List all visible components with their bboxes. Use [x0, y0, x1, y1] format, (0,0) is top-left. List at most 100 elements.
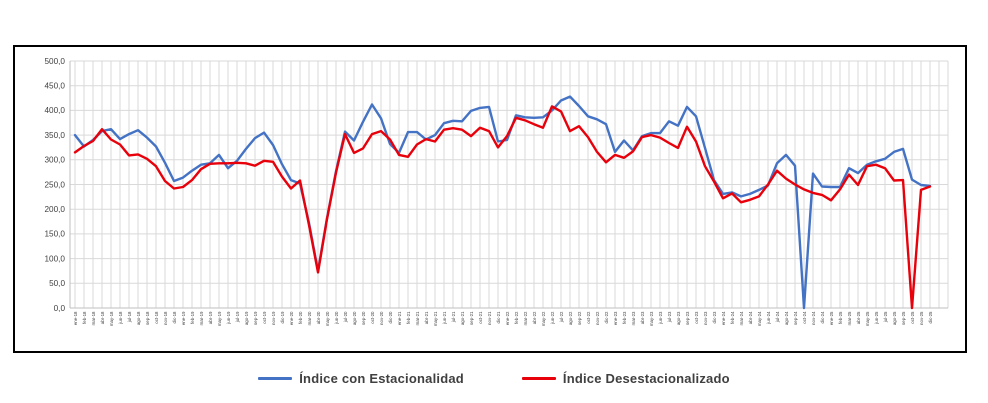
- x-tick-label: jun-22: [550, 311, 555, 325]
- x-tick-label: nov-20: [379, 311, 384, 325]
- x-tick-label: feb-19: [190, 311, 195, 324]
- legend-item-estacionalidad[interactable]: Índice con Estacionalidad: [258, 371, 464, 386]
- x-tick-label: nov-19: [271, 311, 276, 325]
- y-tick-label: 450,0: [45, 82, 66, 91]
- x-tick-label: sep-22: [577, 311, 582, 325]
- x-tick-label: ago-25: [892, 311, 897, 325]
- x-tick-label: mar-22: [523, 311, 528, 325]
- x-tick-label: oct-24: [802, 311, 807, 324]
- x-tick-label: jul-19: [235, 311, 240, 323]
- x-tick-label: abr-18: [100, 311, 105, 324]
- y-tick-label: 50,0: [49, 279, 65, 288]
- legend-line-blue-icon: [258, 376, 293, 380]
- series-line-desestacionalizado: [73, 105, 932, 310]
- x-tick-label: nov-25: [919, 311, 924, 325]
- chart-legend: Índice con Estacionalidad Índice Desesta…: [0, 362, 988, 394]
- y-tick-label: 0,0: [54, 304, 66, 313]
- x-tick-label: feb-20: [298, 311, 303, 324]
- x-tick-label: may-20: [325, 311, 330, 326]
- x-tick-label: abr-21: [424, 311, 429, 324]
- x-tick-label: abr-23: [640, 311, 645, 324]
- y-axis-labels: 500,0 450,0 400,0 350,0 300,0 250,0 200,0 150,0…: [45, 57, 66, 313]
- x-tick-label: ago-22: [568, 311, 573, 325]
- legend-label-estacionalidad: Índice con Estacionalidad: [299, 370, 464, 386]
- x-tick-label: jun-21: [442, 311, 447, 325]
- x-tick-label: mar-21: [415, 311, 420, 325]
- x-tick-label: jun-25: [874, 311, 879, 325]
- x-tick-label: jun-20: [334, 311, 339, 325]
- y-tick-label: 350,0: [45, 131, 66, 140]
- x-tick-label: sep-23: [685, 311, 690, 325]
- x-tick-label: dic-22: [604, 311, 609, 324]
- x-tick-label: dic-24: [820, 311, 825, 324]
- x-tick-label: jul-24: [775, 311, 780, 323]
- x-tick-label: jul-23: [667, 311, 672, 323]
- x-tick-label: nov-18: [163, 311, 168, 325]
- x-tick-label: jul-18: [127, 311, 132, 323]
- x-tick-label: feb-18: [82, 311, 87, 324]
- y-tick-label: 500,0: [45, 57, 66, 66]
- legend-line-red-icon: [521, 376, 556, 380]
- x-tick-label: ene-19: [181, 311, 186, 325]
- x-tick-label: oct-21: [478, 311, 483, 324]
- x-tick-label: dic-20: [388, 311, 393, 324]
- x-tick-label: ago-19: [244, 311, 249, 325]
- x-tick-label: sep-21: [469, 311, 474, 325]
- x-tick-label: sep-24: [793, 311, 798, 325]
- x-tick-label: oct-20: [370, 311, 375, 324]
- legend-item-desestacionalizado[interactable]: Índice Desestacionalizado: [521, 370, 730, 386]
- x-tick-label: jun-23: [658, 311, 663, 325]
- x-tick-label: dic-21: [496, 311, 501, 324]
- x-tick-label: oct-25: [910, 311, 915, 324]
- x-tick-label: jul-20: [343, 311, 348, 323]
- x-tick-label: nov-21: [487, 311, 492, 325]
- x-tick-label: nov-24: [811, 311, 816, 325]
- x-tick-label: ene-25: [829, 311, 834, 325]
- x-tick-label: jul-25: [883, 311, 888, 323]
- x-tick-label: ago-18: [136, 311, 141, 325]
- series-line-con-estacionalidad: [73, 95, 932, 310]
- x-tick-label: may-25: [865, 311, 870, 326]
- x-tick-label: abr-24: [748, 311, 753, 324]
- x-tick-label: sep-18: [145, 311, 150, 325]
- x-tick-label: ene-24: [721, 311, 726, 325]
- x-tick-label: mar-18: [91, 311, 96, 325]
- x-tick-label: mar-19: [199, 311, 204, 325]
- x-tick-label: may-19: [217, 311, 222, 326]
- x-tick-label: may-21: [433, 311, 438, 326]
- x-tick-label: abr-25: [856, 311, 861, 324]
- x-tick-label: ene-18: [73, 311, 78, 325]
- x-tick-label: may-23: [649, 311, 654, 326]
- x-tick-label: jun-18: [118, 311, 123, 325]
- x-tick-label: mar-20: [307, 311, 312, 325]
- x-tick-label: mar-24: [739, 311, 744, 325]
- x-tick-label: ago-23: [676, 311, 681, 325]
- x-tick-label: dic-19: [280, 311, 285, 324]
- x-tick-label: feb-22: [514, 311, 519, 324]
- x-tick-label: sep-19: [253, 311, 258, 325]
- x-tick-label: ago-24: [784, 311, 789, 325]
- x-tick-label: sep-20: [361, 311, 366, 325]
- x-tick-label: oct-19: [262, 311, 267, 324]
- legend-label-desestacionalizado: Índice Desestacionalizado: [562, 370, 730, 386]
- y-tick-label: 400,0: [45, 106, 66, 115]
- y-tick-label: 300,0: [45, 156, 66, 165]
- x-tick-label: sep-25: [901, 311, 906, 325]
- x-tick-label: may-22: [541, 311, 546, 326]
- x-tick-label: ago-21: [460, 311, 465, 325]
- x-tick-label: mar-23: [631, 311, 636, 325]
- x-tick-label: ene-22: [505, 311, 510, 325]
- x-axis-labels: ene-18 feb-18 mar-18 abr-18 may-18 jun-18 jul-…: [73, 311, 933, 326]
- y-tick-label: 250,0: [45, 180, 66, 189]
- gridlines: [69, 60, 949, 309]
- x-tick-label: ene-23: [613, 311, 618, 325]
- x-tick-label: feb-21: [406, 311, 411, 324]
- x-tick-label: feb-25: [838, 311, 843, 324]
- chart-frame: [13, 45, 967, 353]
- x-tick-label: dic-18: [172, 311, 177, 324]
- x-tick-label: feb-24: [730, 311, 735, 324]
- y-tick-label: 100,0: [45, 254, 66, 263]
- x-tick-label: jun-24: [766, 311, 771, 325]
- x-tick-label: ene-21: [397, 311, 402, 325]
